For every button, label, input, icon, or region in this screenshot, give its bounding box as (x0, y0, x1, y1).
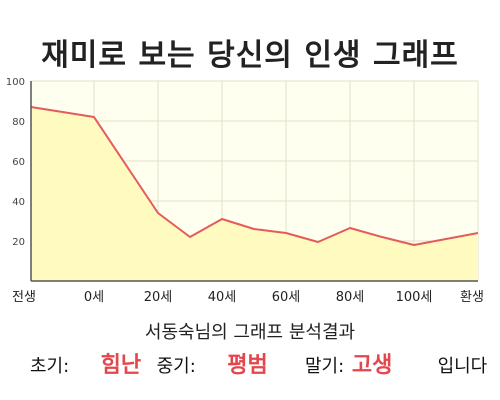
x-tick-label: 80세 (336, 290, 365, 305)
x-tick-label: 100세 (396, 290, 433, 305)
x-tick-label: 환생 (460, 290, 484, 305)
x-tick-labels: 전생 0세 20세 40세 60세 80세 100세 환생 (12, 290, 484, 305)
page-title: 재미로 보는 당신의 인생 그래프 (41, 38, 459, 73)
y-tick-label: 40 (12, 197, 25, 208)
x-tick-label: 전생 (12, 290, 36, 305)
analysis-result: 초기: 힘난 중기: 평범 말기: 고생 입니다 (30, 347, 487, 379)
y-tick-label: 100 (6, 77, 25, 88)
x-tick-label: 0세 (84, 290, 104, 305)
x-tick-label: 40세 (208, 290, 237, 305)
y-tick-label: 80 (12, 117, 25, 128)
x-tick-label: 60세 (272, 290, 301, 305)
series-line (30, 106, 479, 246)
middle-value: 평범 (227, 353, 268, 378)
axes (30, 81, 478, 282)
y-tick-label: 60 (12, 157, 25, 168)
middle-label: 중기: (156, 356, 196, 377)
late-label: 말기: (304, 356, 345, 377)
result-suffix: 입니다 (437, 356, 488, 377)
early-value: 힘난 (100, 353, 142, 378)
early-label: 초기: (30, 356, 70, 377)
x-tick-label: 20세 (144, 290, 173, 305)
y-tick-labels: 20 40 60 80 100 (6, 77, 25, 248)
series-area (31, 107, 478, 281)
late-value: 고생 (351, 353, 393, 378)
y-tick-label: 20 (12, 237, 25, 248)
analysis-summary: 서동숙님의 그래프 분석결과 (144, 322, 356, 343)
